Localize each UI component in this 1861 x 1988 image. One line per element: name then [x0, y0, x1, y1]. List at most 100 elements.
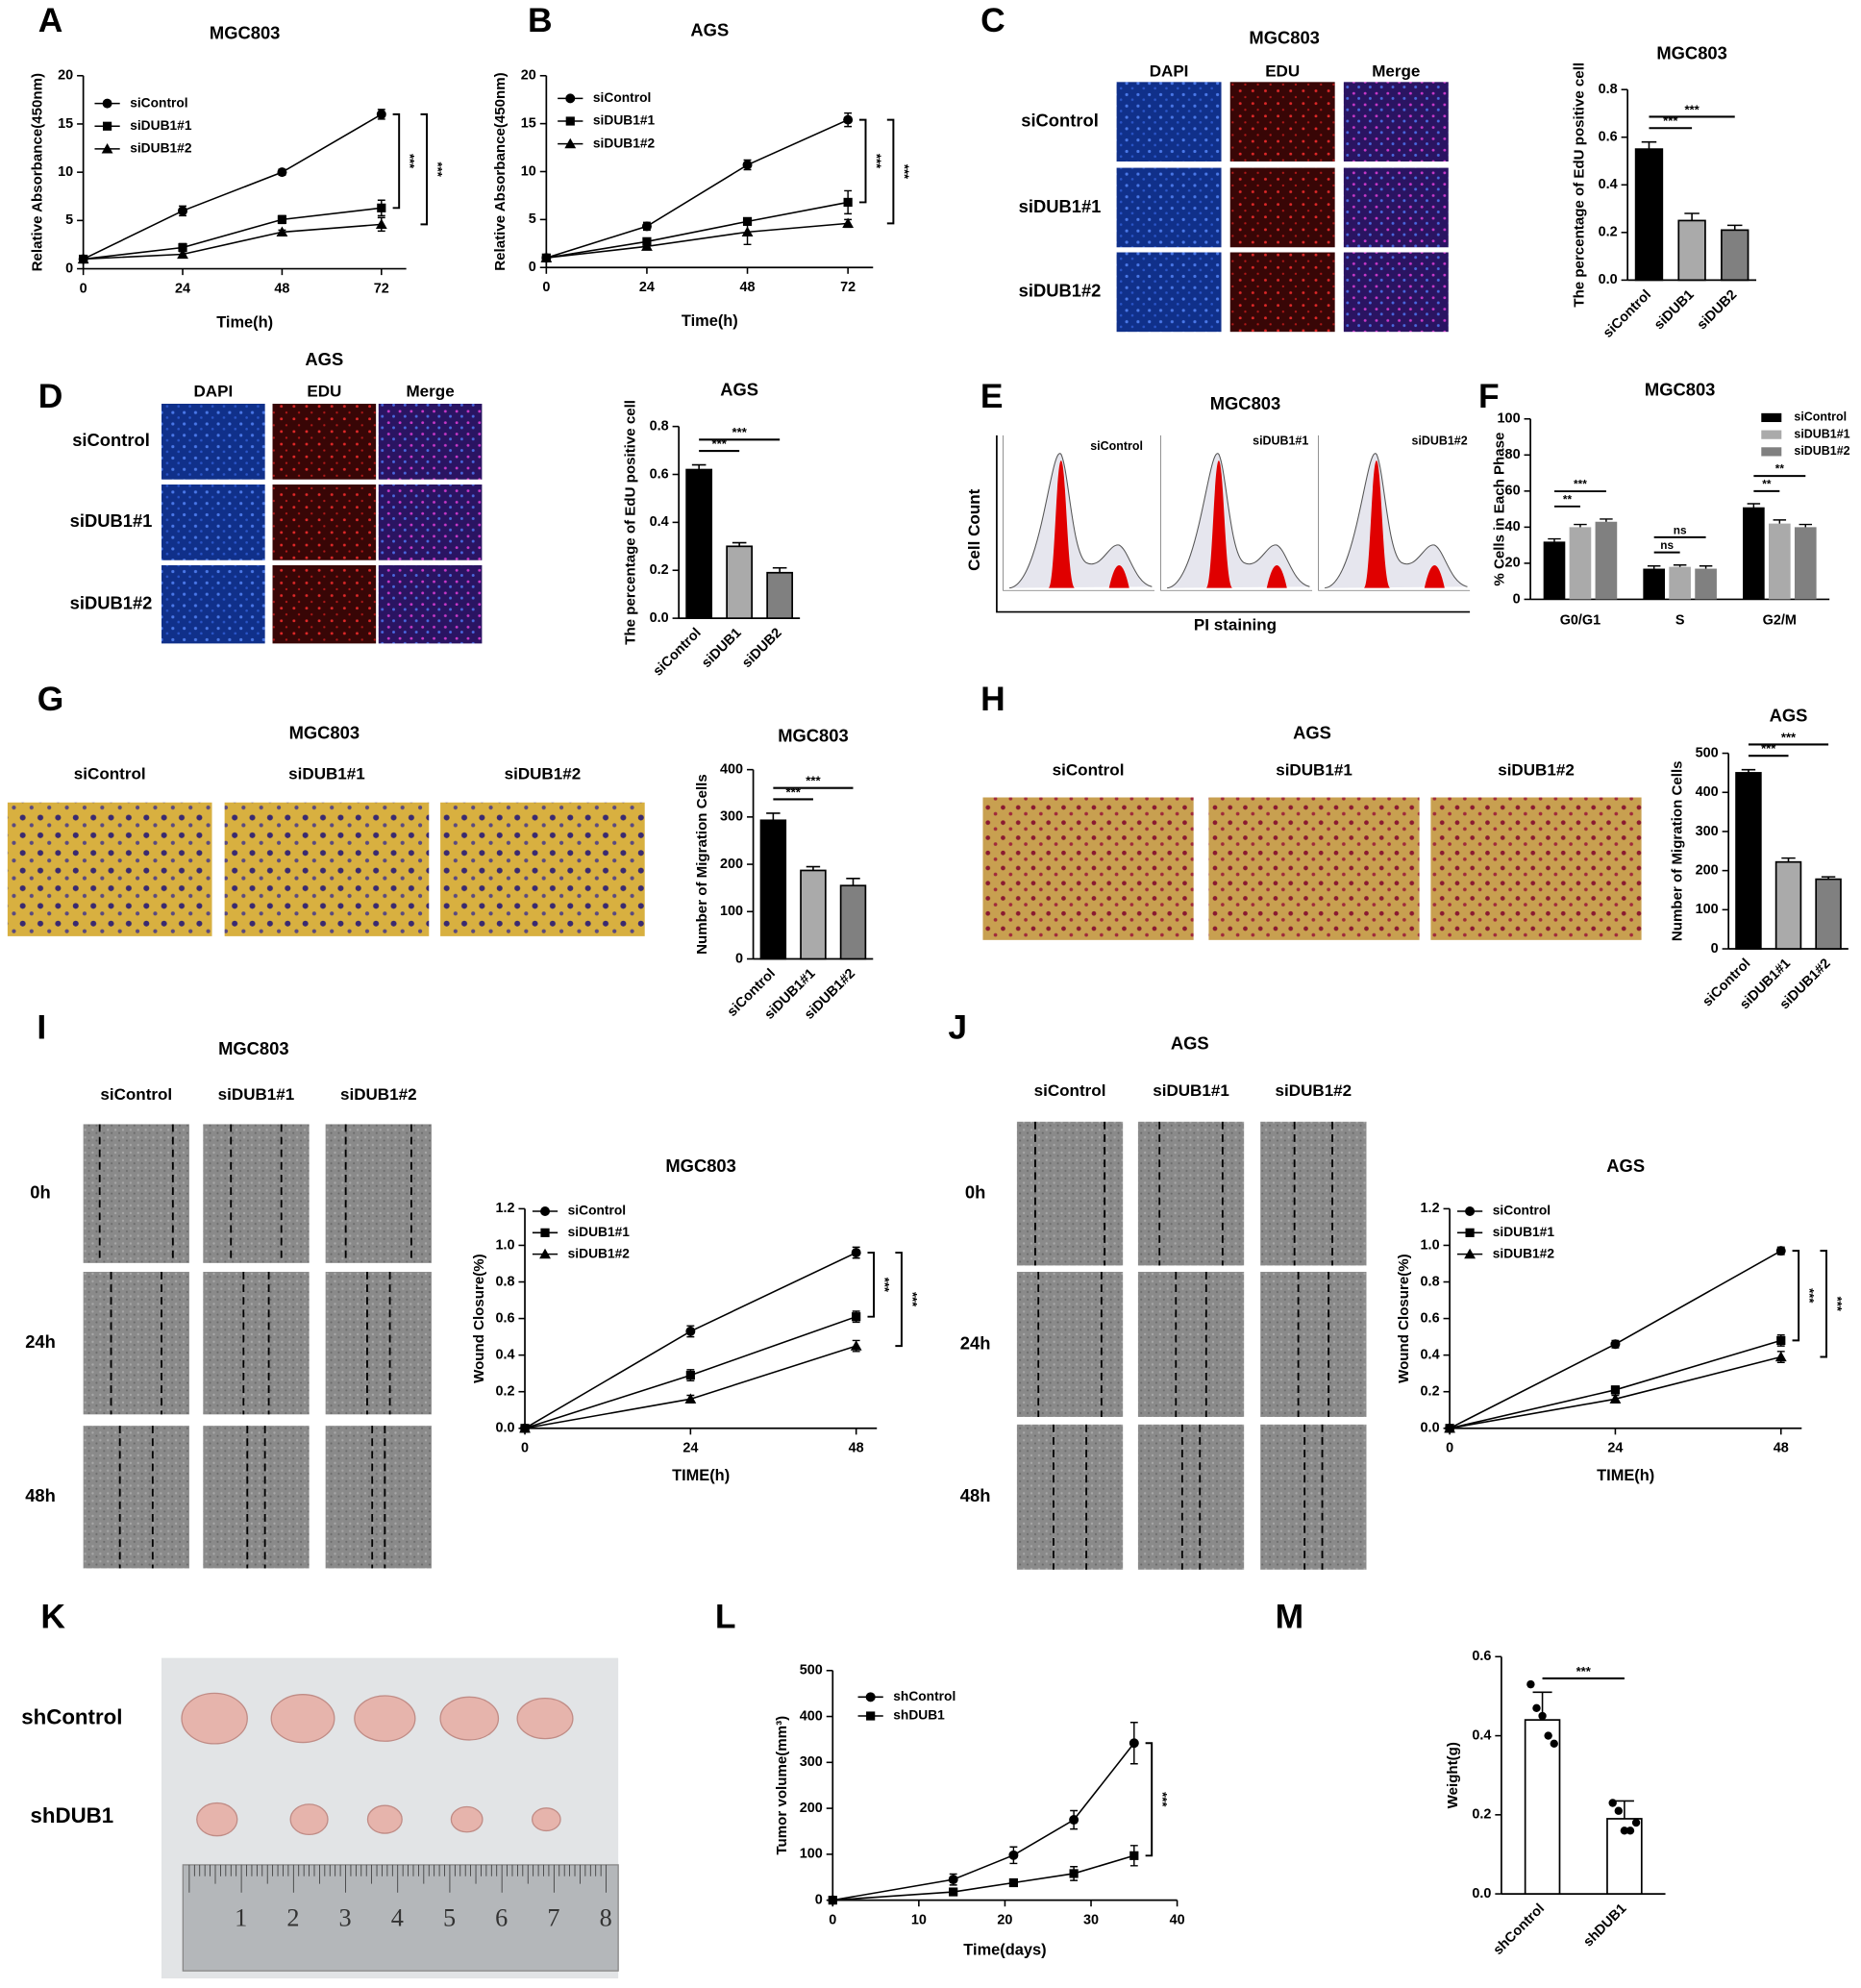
y-tick-label: 400 [1696, 784, 1719, 800]
row-label: siDUB1#2 [70, 593, 153, 613]
chart-title: MGC803 [665, 1156, 735, 1176]
panel-label: J [948, 1007, 967, 1046]
row-label: 0h [30, 1181, 50, 1202]
y-axis-label: % Cells in Each Phase [1492, 433, 1508, 586]
significance-label: *** [431, 162, 445, 177]
column-label: siControl [100, 1085, 172, 1104]
series-line [546, 118, 849, 260]
column-label: DAPI [1150, 62, 1189, 80]
micrograph [378, 565, 483, 644]
marker [865, 1692, 876, 1702]
marker [177, 248, 188, 260]
y-tick-label: 0.4 [495, 1347, 514, 1362]
y-tick-label: 5 [529, 211, 536, 227]
row-label: 24h [960, 1332, 991, 1353]
significance-label: *** [870, 154, 884, 169]
significance-label: *** [1830, 1297, 1845, 1312]
panel-title: MGC803 [1249, 28, 1319, 48]
y-tick-label: 0.2 [1599, 225, 1618, 240]
significance-label: *** [1574, 478, 1587, 491]
micrograph [83, 1426, 189, 1569]
legend-label: siDUB1#1 [1493, 1225, 1555, 1239]
sample-label: siDUB1#2 [1412, 435, 1468, 448]
marker [540, 252, 553, 262]
significance-label: *** [1576, 1664, 1592, 1678]
y-tick-label: 0.8 [650, 418, 669, 434]
series-line [1449, 1339, 1781, 1429]
tumor [196, 1802, 238, 1837]
significance-bracket [1792, 1250, 1800, 1342]
marker [178, 242, 187, 253]
panel-title: MGC803 [1210, 393, 1280, 413]
ruler [182, 1864, 619, 1972]
marker [1610, 1385, 1621, 1395]
g1-peak [1205, 460, 1233, 588]
y-tick-label: 20 [58, 68, 73, 84]
marker [564, 137, 577, 149]
marker [852, 1312, 861, 1322]
legend-label: siControl [568, 1204, 626, 1218]
x-tick-label: 0 [1446, 1441, 1453, 1456]
ruler-number: 2 [286, 1904, 299, 1932]
row-label: 0h [965, 1181, 985, 1202]
significance-bracket [858, 118, 867, 204]
data-point [1532, 1703, 1541, 1712]
marker [519, 1422, 531, 1433]
panel-label: G [37, 680, 64, 718]
series-line [83, 113, 383, 261]
significance-label: *** [897, 164, 911, 180]
y-tick-label: 100 [800, 1847, 823, 1862]
marker [851, 1248, 861, 1258]
y-tick-label: 0.6 [1599, 130, 1618, 145]
column-label: siDUB1#2 [1276, 1081, 1352, 1100]
marker [276, 226, 288, 237]
micrograph [325, 1124, 432, 1263]
micrograph [272, 404, 377, 480]
marker [1610, 1339, 1621, 1350]
marker [1775, 1246, 1786, 1256]
x-tick-label: 0 [521, 1441, 529, 1456]
chart-title: MGC803 [1645, 380, 1715, 400]
legend-label: siDUB1#1 [593, 113, 656, 128]
bar [685, 468, 713, 619]
x-tick-label: 10 [911, 1912, 927, 1927]
sample-label: siDUB1#1 [1253, 435, 1308, 448]
ruler-number: 5 [443, 1904, 456, 1932]
marker [850, 1340, 862, 1351]
x-axis-label: PI staining [1194, 616, 1277, 634]
y-tick-label: 200 [1696, 862, 1719, 878]
x-tick-label: 48 [740, 280, 756, 295]
marker [1465, 1228, 1475, 1237]
marker [1464, 1248, 1476, 1259]
column-label: siDUB1#1 [1276, 760, 1352, 779]
data-point [1631, 1818, 1641, 1827]
x-tick-label: shControl [1491, 1901, 1548, 1957]
y-tick-label: 0.8 [495, 1274, 514, 1289]
marker [1069, 1815, 1079, 1826]
x-tick-label: 30 [1083, 1912, 1099, 1927]
panel-title: MGC803 [289, 723, 360, 743]
y-tick-label: 1.2 [495, 1201, 514, 1216]
marker [641, 221, 652, 232]
significance-label: ** [1775, 462, 1785, 476]
micrograph [1343, 167, 1449, 248]
g2-peak [1424, 565, 1445, 588]
tumor [531, 1807, 561, 1832]
row-label: siDUB1#1 [1019, 196, 1102, 216]
x-tick-label: 0 [542, 280, 550, 295]
marker [102, 98, 112, 109]
bar [1721, 229, 1749, 282]
x-tick-label: shDUB1 [1580, 1901, 1629, 1950]
series-line [546, 201, 849, 260]
panel-title: AGS [305, 349, 343, 369]
y-tick-label: 0.6 [650, 466, 669, 482]
chart-title: AGS [720, 380, 758, 400]
bar [1643, 568, 1665, 600]
data-point [1538, 1711, 1547, 1721]
y-tick-label: 0.4 [1599, 177, 1618, 192]
significance-bracket [867, 1252, 876, 1318]
y-axis-label: Relative Absorbance(450nm) [492, 72, 509, 270]
row-label: siControl [72, 430, 150, 450]
legend-label: siDUB1#2 [593, 136, 656, 150]
